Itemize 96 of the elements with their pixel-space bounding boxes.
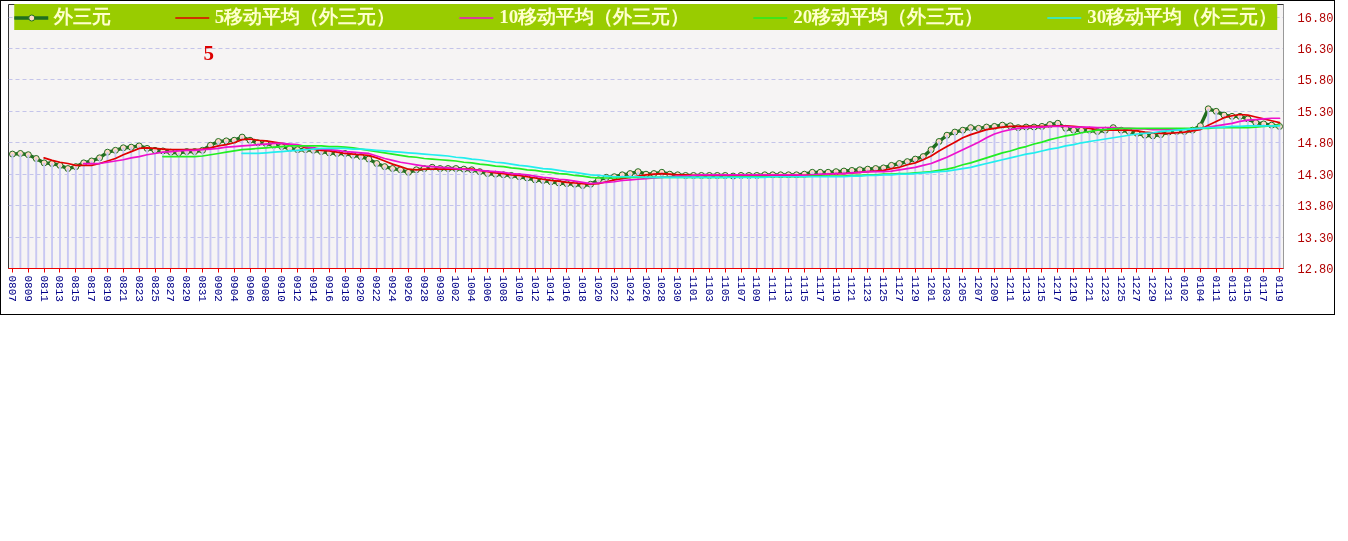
y-tick-label: 15.80 [1297,74,1334,89]
x-tick-label: 0115 [1241,275,1254,302]
annotation: 5 [203,40,214,65]
x-tick-label: 0809 [21,275,34,302]
y-tick-label: 16.30 [1297,43,1334,57]
x-tick-label: 1209 [987,275,1000,302]
x-tick-label: 1020 [591,275,604,302]
x-tick-label: 1225 [1114,275,1127,302]
x-tick-label: 1010 [512,275,525,302]
x-tick-label: 1002 [449,275,462,302]
x-tick-label: 0831 [196,275,209,303]
x-tick-label: 1004 [465,275,478,303]
x-tick-label: 0815 [69,275,82,302]
x-tick-label: 1018 [576,275,589,302]
x-tick-label: 1125 [877,275,890,302]
x-tick-label: 0928 [417,275,430,302]
x-tick-label: 0920 [354,275,367,302]
x-tick-label: 1022 [607,275,620,302]
x-tick-label: 0930 [433,275,446,302]
x-tick-label: 1117 [813,275,826,302]
x-tick-label: 1024 [623,275,636,303]
x-tick-label: 1203 [940,275,953,302]
x-tick-label: 1221 [1082,275,1095,303]
x-tick-label: 0111 [1209,275,1222,303]
y-tick-label: 16.80 [1297,11,1334,26]
x-tick-label: 1014 [544,275,557,303]
x-tick-label: 1113 [782,275,795,302]
x-tick-label: 1207 [972,275,985,302]
x-tick-label: 1111 [766,275,779,303]
x-tick-label: 0827 [164,275,177,302]
x-tick-label: 0104 [1193,275,1206,303]
x-tick-label: 1030 [671,275,684,302]
x-tick-label: 0817 [85,275,98,302]
y-tick-label: 13.30 [1297,231,1334,246]
x-tick-label: 1006 [481,275,494,302]
x-tick-label: 0910 [275,275,288,302]
x-tick-label: 1227 [1130,275,1143,302]
x-tick-label: 1026 [639,275,652,302]
x-tick-label: 1127 [892,275,905,302]
x-tick-label: 1119 [829,275,842,302]
x-tick-label: 0922 [370,275,383,302]
y-tick-label: 13.80 [1297,200,1334,215]
x-tick-label: 1115 [797,275,810,302]
x-tick-label: 1012 [528,275,541,302]
x-tick-label: 1121 [845,275,858,303]
x-tick-label: 1103 [702,275,715,302]
x-tick-label: 0918 [338,275,351,302]
x-tick-label: 1215 [1035,275,1048,302]
x-tick-label: 1109 [750,275,763,302]
x-tick-label: 0916 [322,275,335,302]
x-tick-label: 0825 [148,275,161,302]
y-tick-label: 14.80 [1297,137,1334,152]
y-tick-label: 12.80 [1297,263,1334,277]
x-tick-label: 1101 [687,275,700,303]
x-tick-label: 1213 [1019,275,1032,302]
x-tick-label: 1217 [1051,275,1064,302]
x-tick-label: 1219 [1067,275,1080,302]
x-tick-label: 1129 [908,275,921,302]
x-tick-label: 0811 [37,275,50,303]
x-tick-label: 0113 [1225,275,1238,302]
x-tick-label: 0904 [227,275,240,303]
x-tick-label: 1107 [734,275,747,302]
x-tick-label: 0807 [5,275,18,302]
legend-label: 外三元 [53,5,111,29]
x-tick-label: 1123 [861,275,874,302]
x-tick-label: 0819 [100,275,113,302]
x-tick-label: 0906 [243,275,256,302]
x-tick-label: 1229 [1146,275,1159,302]
x-tick-label: 0926 [401,275,414,302]
x-tick-label: 0902 [211,275,224,302]
x-tick-label: 0912 [291,275,304,302]
x-tick-label: 0914 [306,275,319,303]
y-tick-label: 15.30 [1297,105,1334,120]
y-tick-label: 14.30 [1297,168,1334,183]
x-tick-label: 1016 [560,275,573,302]
x-tick-label: 1201 [924,275,937,303]
x-tick-label: 0102 [1178,275,1191,302]
x-tick-label: 1205 [956,275,969,302]
x-tick-label: 0908 [259,275,272,302]
x-tick-label: 1105 [718,275,731,302]
x-tick-label: 1028 [655,275,668,302]
x-tick-label: 1231 [1162,275,1175,303]
x-tick-label: 0823 [132,275,145,302]
legend-label: 5移动平均（外三元） [214,5,396,29]
legend-label: 20移动平均（外三元） [793,5,984,29]
legend-label: 30移动平均（外三元） [1087,5,1278,29]
x-tick-label: 0924 [386,275,399,303]
x-tick-label: 1008 [496,275,509,302]
x-tick-label: 0117 [1257,275,1270,302]
legend-label: 10移动平均（外三元） [499,5,690,29]
x-tick-label: 0829 [180,275,193,302]
x-tick-label: 1223 [1098,275,1111,302]
x-tick-label: 1211 [1003,275,1016,303]
x-tick-label: 0821 [116,275,129,303]
x-tick-label: 0119 [1273,275,1286,302]
x-tick-label: 0813 [53,275,66,302]
